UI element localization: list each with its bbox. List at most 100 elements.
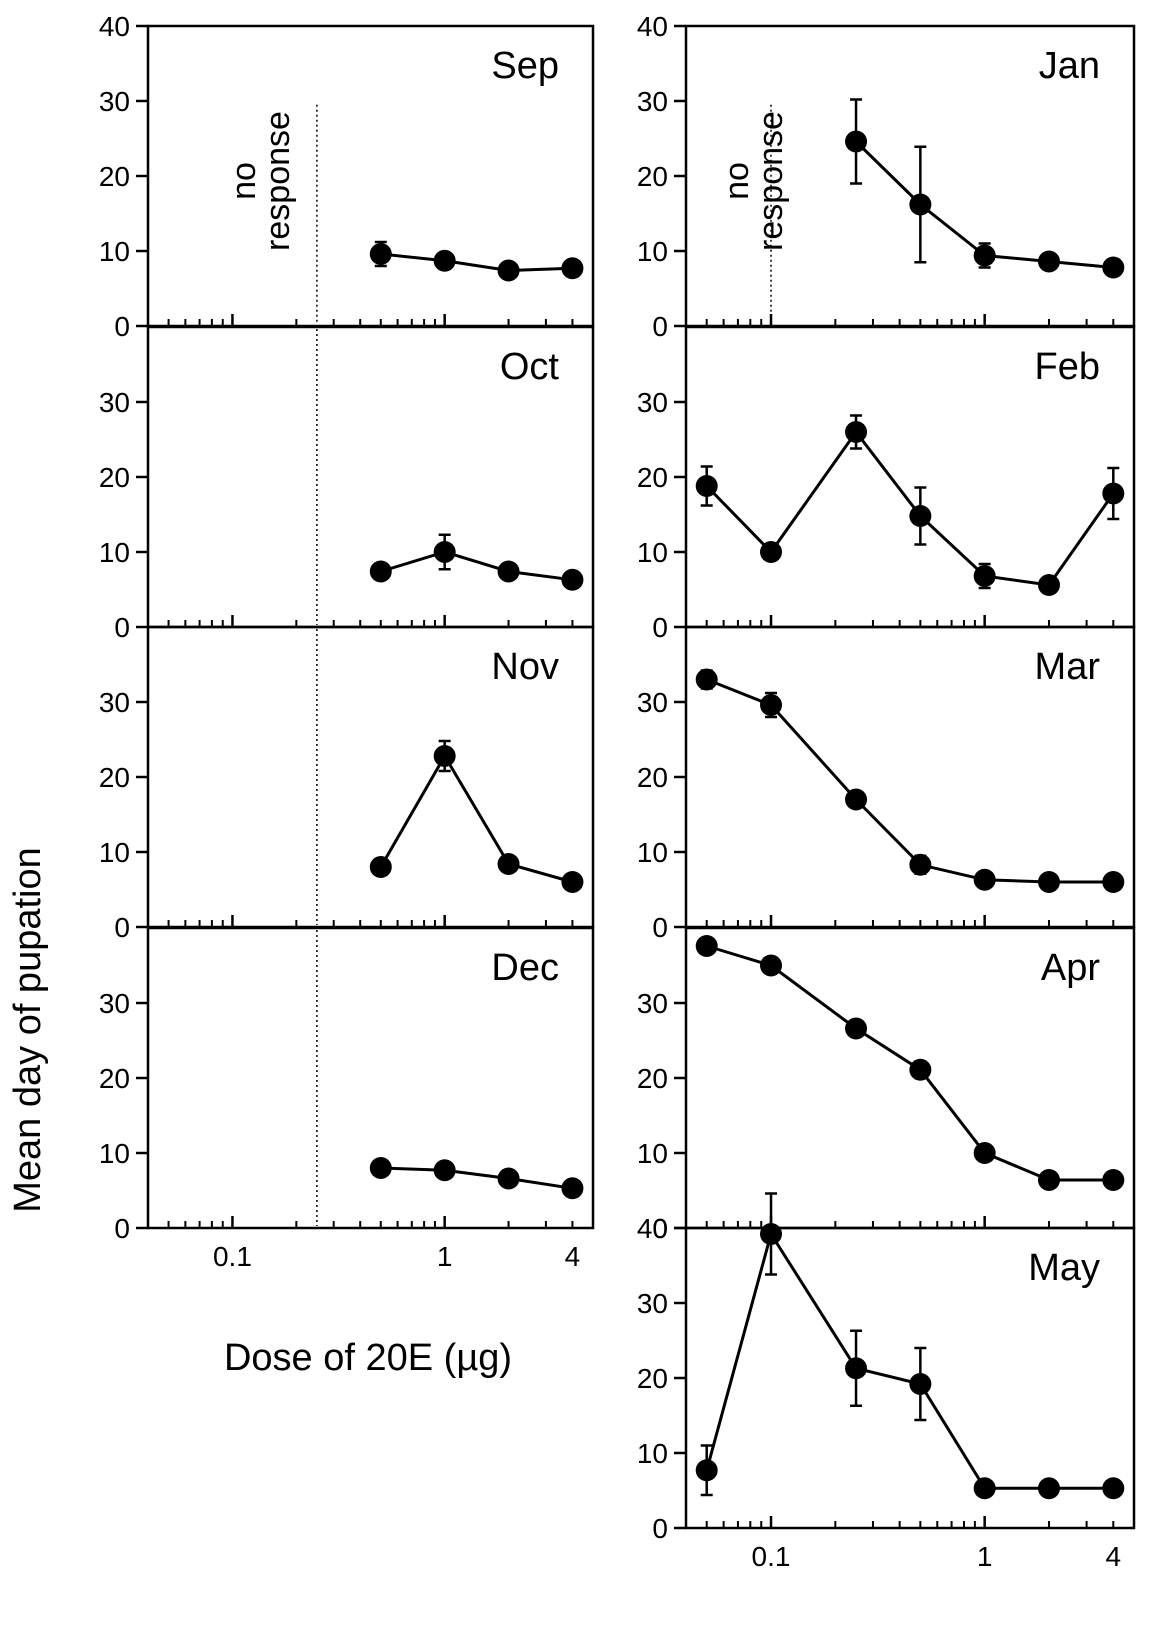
- data-point: [845, 130, 868, 153]
- data-point: [973, 244, 996, 267]
- data-point: [369, 856, 392, 878]
- y-tick-label: 30: [637, 687, 668, 718]
- data-point: [1037, 1477, 1060, 1500]
- data-point: [497, 560, 520, 583]
- panel-mar: 0 10 20 30 Mar: [637, 625, 1136, 943]
- y-tick-label: 10: [99, 236, 130, 267]
- x-axis-title: Dose of 20E (µg): [224, 1337, 512, 1379]
- series-line-oct: [380, 550, 573, 582]
- y-tick-label: 20: [637, 462, 668, 493]
- panel-dec: 0 10 20 30 0.1 1 4 Dec: [99, 926, 595, 1272]
- y-tick-label: 20: [637, 1063, 668, 1094]
- data-point: [909, 193, 932, 216]
- data-point: [760, 541, 783, 563]
- data-point: [845, 1357, 868, 1380]
- y-tick-label: 0: [652, 912, 668, 943]
- y-tick-label: 0: [652, 1513, 668, 1544]
- x-tick-label: 0.1: [213, 1241, 252, 1272]
- data-point: [369, 1157, 392, 1179]
- data-point: [433, 249, 456, 272]
- data-point: [433, 1159, 456, 1182]
- panel-oct: 0 10 20 30 Oct: [99, 325, 595, 643]
- x-tick-label: 1: [977, 1541, 993, 1572]
- x-tick-label: 4: [1106, 1541, 1122, 1572]
- y-tick-label: 10: [99, 537, 130, 568]
- chart-panels: 010203040noresponseSep0102030Oct0102030N…: [99, 11, 1136, 1572]
- x-tick-label: 4: [565, 1241, 581, 1272]
- data-point: [973, 868, 996, 891]
- data-point: [973, 565, 996, 587]
- y-tick-label: 20: [637, 762, 668, 793]
- data-point: [561, 257, 584, 280]
- panel-may: 0 10 20 30 40 0.1 1 4 May: [637, 1192, 1136, 1572]
- y-tick-label: 0: [652, 1213, 668, 1244]
- month-label-oct: Oct: [500, 346, 560, 388]
- data-point: [1102, 256, 1125, 279]
- panel-feb: 0 10 20 30 Feb: [637, 325, 1136, 643]
- data-point: [433, 745, 456, 767]
- month-label-sep: Sep: [491, 45, 559, 87]
- data-point: [695, 475, 718, 497]
- y-tick-label: 20: [99, 762, 130, 793]
- month-label-dec: Dec: [491, 947, 559, 989]
- data-point: [909, 505, 932, 527]
- data-point: [695, 1459, 718, 1482]
- y-tick-label: 30: [637, 86, 668, 117]
- month-label-may: May: [1028, 1247, 1100, 1289]
- y-tick-label: 40: [99, 11, 130, 42]
- data-point: [909, 1058, 932, 1081]
- y-tick-label: 10: [99, 837, 130, 868]
- y-tick-label: 10: [637, 1438, 668, 1469]
- y-tick-label: 30: [637, 387, 668, 418]
- y-tick-label: 30: [637, 988, 668, 1019]
- data-point: [1037, 1169, 1060, 1191]
- y-tick-label: 20: [637, 1363, 668, 1394]
- data-point: [1037, 871, 1060, 893]
- data-point: [561, 1177, 584, 1200]
- data-point: [845, 1017, 868, 1040]
- no-response-label: noresponse: [225, 111, 297, 251]
- y-tick-label: 40: [637, 11, 668, 42]
- y-axis-title: Mean day of pupation: [7, 847, 49, 1213]
- data-point: [845, 788, 868, 811]
- data-point: [760, 694, 783, 716]
- data-point: [1102, 482, 1125, 505]
- y-tick-label: 10: [99, 1138, 130, 1169]
- data-point: [369, 560, 392, 583]
- y-tick-label: 20: [99, 161, 130, 192]
- data-point: [1102, 1169, 1125, 1191]
- data-point: [497, 1167, 520, 1190]
- data-point: [695, 668, 718, 691]
- panel-sep: 0 10 20 30 40 noresponse Sep: [99, 11, 595, 342]
- data-point: [369, 243, 392, 265]
- y-tick-label: 0: [652, 612, 668, 643]
- series-line-sep: [380, 252, 573, 273]
- month-label-apr: Apr: [1041, 947, 1100, 989]
- month-label-feb: Feb: [1035, 346, 1100, 388]
- y-tick-label: 30: [99, 86, 130, 117]
- y-tick-label: 10: [637, 1138, 668, 1169]
- data-point: [973, 1477, 996, 1500]
- data-point: [760, 1223, 783, 1245]
- data-point: [845, 421, 868, 443]
- series-line-nov: [379, 753, 573, 884]
- y-tick-label: 30: [99, 387, 130, 418]
- x-tick-label: 1: [437, 1241, 453, 1272]
- y-tick-label: 10: [637, 837, 668, 868]
- data-point: [909, 853, 932, 876]
- data-point: [1102, 1477, 1125, 1500]
- x-tick-label: 0.1: [752, 1541, 791, 1572]
- month-label-jan: Jan: [1039, 45, 1100, 87]
- no-response-label: noresponse: [718, 111, 790, 251]
- series-line-dec: [380, 1166, 573, 1190]
- data-point: [497, 259, 520, 282]
- data-point: [433, 541, 456, 563]
- y-tick-label: 20: [637, 161, 668, 192]
- y-tick-label: 20: [99, 1063, 130, 1094]
- panel-jan: 0 10 20 30 40 noresponse Jan: [637, 11, 1136, 342]
- y-tick-label: 10: [637, 537, 668, 568]
- month-label-nov: Nov: [491, 646, 559, 688]
- y-tick-label: 0: [114, 1213, 130, 1244]
- data-point: [973, 1142, 996, 1164]
